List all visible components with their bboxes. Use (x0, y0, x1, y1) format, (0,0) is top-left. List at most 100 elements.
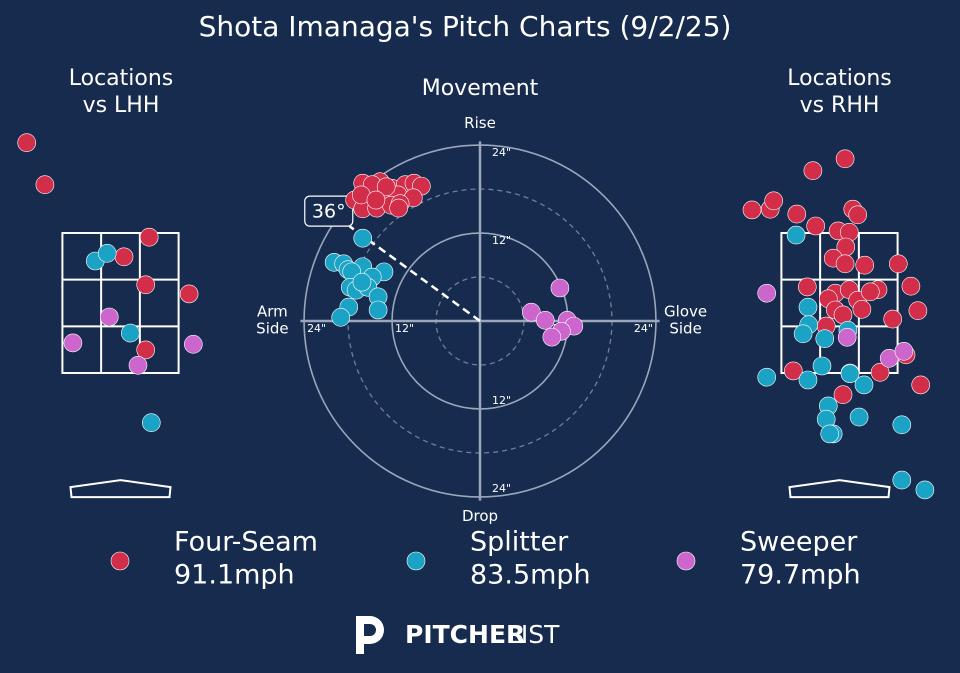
pitch-dot (757, 283, 777, 303)
pitch-dot (892, 415, 912, 435)
chart-title: Shota Imanaga's Pitch Charts (9/2/25) (199, 10, 732, 43)
pitch-dot (136, 275, 155, 295)
pitch-dot (63, 333, 83, 353)
home-plate (69, 479, 172, 499)
pitch-dot (35, 175, 55, 194)
pitch-dot (803, 161, 823, 180)
axis-label: Glove (664, 303, 707, 321)
pitch-dot (542, 327, 562, 347)
legend-name: Splitter (470, 527, 569, 558)
axis-label: Rise (464, 114, 496, 132)
axis-label: Arm (257, 303, 288, 321)
arm-angle-line (348, 225, 481, 323)
pitch-dot (840, 364, 860, 384)
zone-box (61, 232, 180, 374)
logo-light: LIST (507, 620, 560, 649)
pitch-dot (835, 149, 855, 169)
pitch-dot (366, 190, 386, 210)
pitch-dot (522, 302, 541, 322)
pitch-dot (17, 133, 37, 152)
legend-marker (406, 551, 426, 571)
pitch-dot (833, 385, 853, 405)
strike-zone (61, 232, 180, 374)
pitch-dot (852, 299, 872, 319)
axis-label: Side (256, 320, 288, 338)
tick-label: 24" (492, 146, 511, 159)
pitch-dot (121, 323, 140, 343)
pitch-dot (786, 225, 806, 245)
pitch-dot (757, 367, 777, 387)
pitch-dot (97, 244, 117, 263)
axis-label: Drop (462, 507, 498, 525)
arm-angle-box (304, 195, 354, 227)
pitch-dot (798, 370, 818, 390)
pitch-dot (849, 407, 869, 427)
legend-name: Four-Seam (174, 527, 318, 558)
pitch-dot (883, 309, 903, 329)
pitch-dot (870, 362, 890, 382)
tick-label: 24" (492, 482, 511, 495)
pitch-dot (798, 297, 818, 317)
pitch-dot (535, 310, 555, 330)
logo-icon (356, 616, 384, 654)
legend-speed: 83.5mph (470, 560, 591, 591)
legend-marker (676, 551, 696, 571)
pitch-dot (854, 375, 874, 395)
axis-label: Side (669, 320, 701, 338)
pitch-dot (352, 272, 372, 292)
pitch-dot (550, 278, 570, 298)
logo-bold: PITCHER (405, 620, 525, 649)
panel-title: Movement (422, 76, 539, 101)
pitch-dot (139, 227, 159, 247)
pitch-dot (797, 277, 817, 297)
pitch-dot (894, 341, 914, 361)
pitch-dot (837, 327, 857, 347)
pitch-dot (179, 284, 199, 304)
pitch-dot (353, 228, 373, 248)
tick-label: 12" (492, 234, 511, 247)
pitch-dot (764, 191, 784, 211)
pitch-dot (815, 329, 835, 349)
pitch-dot (793, 324, 813, 344)
pitch-dot (915, 480, 935, 500)
pitch-dot (855, 255, 875, 275)
pitch-dot (820, 424, 840, 444)
panel-title: Locations (69, 66, 174, 91)
pitch-dot (812, 356, 832, 376)
pitch-dot (742, 200, 762, 220)
pitch-dot (783, 361, 803, 381)
pitch-dot (389, 198, 408, 218)
pitch-dot (908, 301, 928, 321)
legend-marker (110, 551, 130, 571)
home-plate (788, 479, 891, 499)
pitch-dot (806, 216, 826, 236)
arm-angle-label: 36° (312, 201, 346, 223)
legend-name: Sweeper (740, 527, 858, 558)
pitch-dot (835, 254, 855, 274)
legend-speed: 79.7mph (740, 560, 861, 591)
pitch-dot (787, 204, 807, 224)
pitch-dot (128, 355, 148, 375)
tick-label: 24" (634, 322, 653, 335)
pitch-dot (860, 282, 880, 302)
tick-label: 12" (492, 394, 511, 407)
pitch-dot (136, 340, 155, 360)
pitch-dot (376, 177, 396, 197)
pitch-dot (142, 413, 161, 433)
panel-title: vs LHH (83, 93, 160, 118)
pitch-dot (331, 308, 351, 327)
pitch-dot (184, 334, 203, 354)
pitch-dot (888, 254, 908, 274)
tick-label: 24" (307, 322, 326, 335)
tick-label: 12" (395, 322, 414, 335)
panel-title: vs RHH (800, 93, 880, 118)
pitch-dot (901, 276, 921, 296)
legend-speed: 91.1mph (174, 560, 295, 591)
pitch-dot (368, 300, 388, 320)
pitch-dot (911, 375, 931, 395)
logo: PITCHER LIST (356, 616, 560, 654)
pitch-dot (100, 307, 119, 327)
pitch-dot (892, 470, 912, 490)
pitch-dot (114, 247, 134, 267)
